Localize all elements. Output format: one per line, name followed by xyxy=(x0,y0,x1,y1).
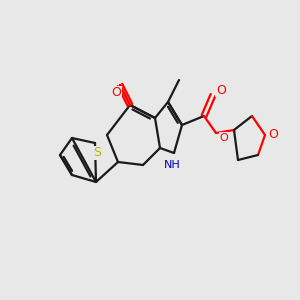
Text: O: O xyxy=(216,83,226,97)
Text: S: S xyxy=(93,146,101,160)
Text: O: O xyxy=(220,133,228,143)
Text: O: O xyxy=(268,128,278,142)
Text: O: O xyxy=(111,86,121,100)
Text: NH: NH xyxy=(164,160,180,170)
